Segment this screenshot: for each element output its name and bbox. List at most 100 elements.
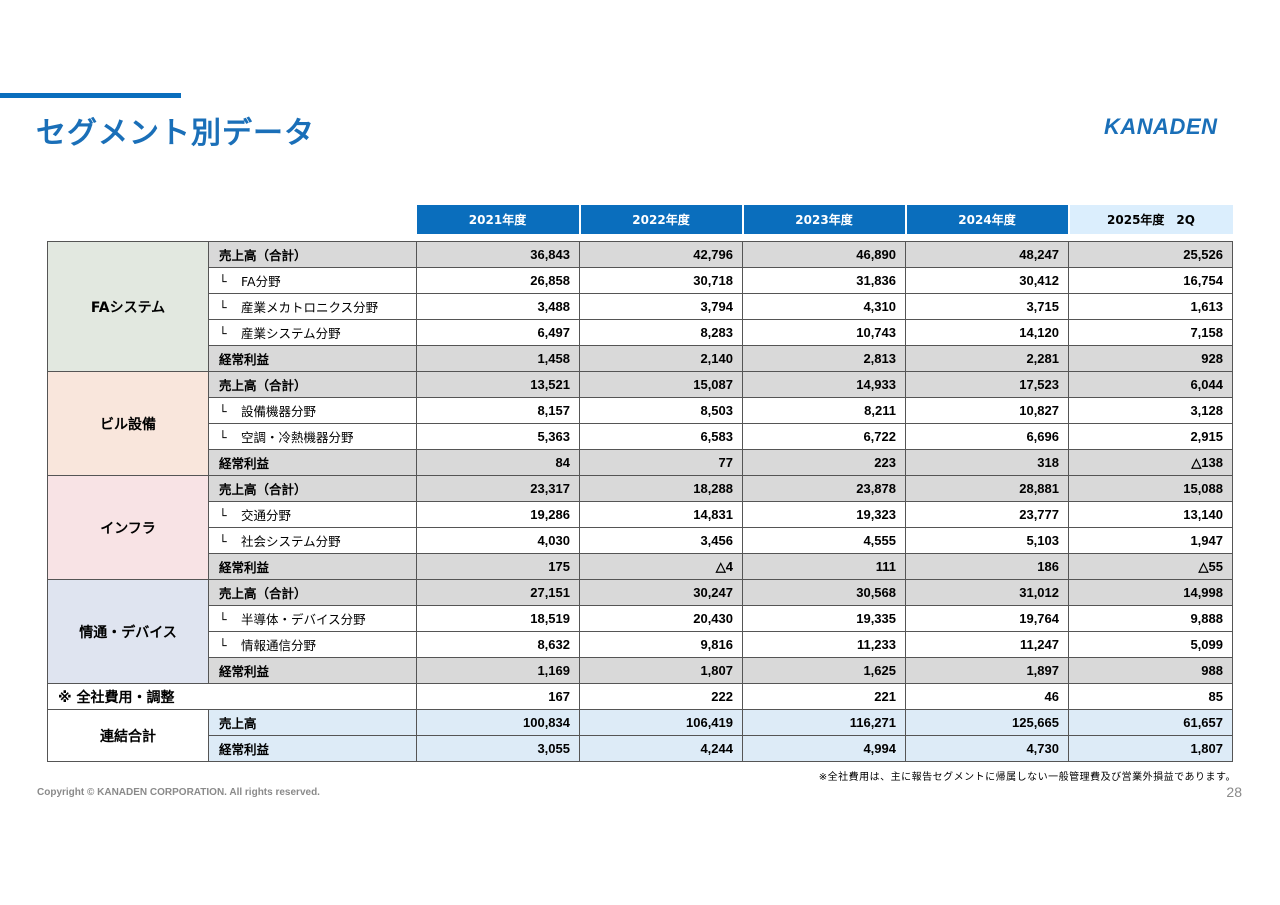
row-label-text: 社会システム分野 xyxy=(241,534,341,549)
sub-item-mark: └ xyxy=(219,430,227,445)
value-cell: 5,103 xyxy=(905,527,1069,554)
table-row: └ 産業メカトロニクス分野 3,488 3,794 4,310 3,715 1,613 xyxy=(48,293,1233,320)
value-cell: 2,281 xyxy=(905,345,1069,372)
value-cell: 23,317 xyxy=(416,475,580,502)
value-cell: 5,363 xyxy=(416,423,580,450)
adjustment-label: ※ 全社費用・調整 xyxy=(47,683,417,710)
value-cell: 4,030 xyxy=(416,527,580,554)
row-label: 経常利益 xyxy=(208,735,417,762)
row-label-text: 経常利益 xyxy=(219,352,270,367)
row-label: └ 情報通信分野 xyxy=(208,631,417,658)
value-cell: 19,323 xyxy=(742,501,906,528)
value-cell: 13,140 xyxy=(1068,501,1233,528)
row-label-text: 売上高（合計） xyxy=(219,586,307,601)
value-cell: 111 xyxy=(742,553,906,580)
kanaden-logo: KANADEN xyxy=(1104,114,1218,139)
value-cell: 10,827 xyxy=(905,397,1069,424)
value-cell: 2,140 xyxy=(579,345,743,372)
row-label: 売上高（合計） xyxy=(208,371,417,398)
table-row: 情通・デバイス 売上高（合計） 27,151 30,247 30,568 31,012 14… xyxy=(47,579,1233,684)
value-cell: 928 xyxy=(1068,345,1233,372)
value-cell: 6,583 xyxy=(579,423,743,450)
value-cell: 10,743 xyxy=(742,319,906,346)
row-label: 売上高（合計） xyxy=(208,475,417,502)
value-cell: 1,807 xyxy=(1068,735,1233,762)
sub-item-mark: └ xyxy=(219,274,227,289)
value-cell: 125,665 xyxy=(905,709,1069,736)
value-cell: 16,754 xyxy=(1068,267,1233,294)
row-label-text: 設備機器分野 xyxy=(241,404,317,419)
row-label: 売上高（合計） xyxy=(208,579,417,606)
value-cell: 8,632 xyxy=(416,631,580,658)
row-label-text: 経常利益 xyxy=(219,664,270,679)
value-cell: 221 xyxy=(742,683,906,710)
table-row: └ 設備機器分野 8,157 8,503 8,211 10,827 3,128 xyxy=(48,397,1233,424)
value-cell: 186 xyxy=(905,553,1069,580)
value-cell: 27,151 xyxy=(416,579,580,606)
value-cell: 6,044 xyxy=(1068,371,1233,398)
value-cell: 36,843 xyxy=(416,241,580,268)
value-cell: 1,947 xyxy=(1068,527,1233,554)
table-row: └ 産業システム分野 6,497 8,283 10,743 14,120 7,158 xyxy=(48,319,1233,346)
value-cell: 175 xyxy=(416,553,580,580)
value-cell: 1,625 xyxy=(742,657,906,684)
value-cell: 318 xyxy=(905,449,1069,476)
value-cell: 19,764 xyxy=(905,605,1069,632)
consolidated-name: 連結合計 xyxy=(47,709,209,762)
value-cell: 19,286 xyxy=(416,501,580,528)
table-row: └ FA分野 26,858 30,718 31,836 30,412 16,754 xyxy=(48,267,1233,294)
segment-name: インフラ xyxy=(47,475,209,580)
row-label: 経常利益 xyxy=(208,345,417,372)
value-cell: 223 xyxy=(742,449,906,476)
row-label: └ FA分野 xyxy=(208,267,417,294)
table-row: ビル設備 売上高（合計） 13,521 15,087 14,933 17,523 6,044 xyxy=(47,371,1233,476)
value-cell: 2,915 xyxy=(1068,423,1233,450)
row-label: └ 設備機器分野 xyxy=(208,397,417,424)
row-label-text: 情報通信分野 xyxy=(241,638,317,653)
value-cell: 8,503 xyxy=(579,397,743,424)
row-label-text: 交通分野 xyxy=(241,508,292,523)
row-label: 経常利益 xyxy=(208,553,417,580)
segment-data-table: 2021年度 2022年度 2023年度 2024年度 2025年度 2Q FAシステム売… xyxy=(47,205,1233,762)
row-label: └ 産業メカトロニクス分野 xyxy=(208,293,417,320)
table-row: 経常利益 1,458 2,140 2,813 2,281 928 xyxy=(48,345,1233,372)
value-cell: 1,807 xyxy=(579,657,743,684)
row-label: 経常利益 xyxy=(208,657,417,684)
value-cell: △138 xyxy=(1068,449,1233,476)
row-label-text: 売上高（合計） xyxy=(219,482,307,497)
table-row: 経常利益 1,169 1,807 1,625 1,897 988 xyxy=(48,657,1233,684)
column-header: 2025年度 2Q xyxy=(1068,205,1233,234)
value-cell: 8,211 xyxy=(742,397,906,424)
sub-item-mark: └ xyxy=(219,326,227,341)
value-cell: 77 xyxy=(579,449,743,476)
value-cell: 222 xyxy=(579,683,743,710)
row-label: └ 社会システム分野 xyxy=(208,527,417,554)
column-header: 2024年度 xyxy=(905,205,1070,234)
value-cell: 61,657 xyxy=(1068,709,1233,736)
value-cell: 19,335 xyxy=(742,605,906,632)
row-label: └ 産業システム分野 xyxy=(208,319,417,346)
column-header: 2022年度 xyxy=(579,205,744,234)
value-cell: 167 xyxy=(416,683,580,710)
value-cell: 14,933 xyxy=(742,371,906,398)
table-row: 経常利益 84 77 223 318 △138 xyxy=(48,449,1233,476)
segment-name: FAシステム xyxy=(47,241,209,372)
row-label: └ 空調・冷熱機器分野 xyxy=(208,423,417,450)
page-number: 28 xyxy=(1226,784,1242,800)
row-label-text: 産業システム分野 xyxy=(241,326,341,341)
value-cell: 988 xyxy=(1068,657,1233,684)
value-cell: 9,888 xyxy=(1068,605,1233,632)
value-cell: △55 xyxy=(1068,553,1233,580)
value-cell: 15,088 xyxy=(1068,475,1233,502)
row-label-text: 売上高（合計） xyxy=(219,378,307,393)
value-cell: 8,283 xyxy=(579,319,743,346)
sub-item-mark: └ xyxy=(219,300,227,315)
value-cell: 8,157 xyxy=(416,397,580,424)
row-label-text: 空調・冷熱機器分野 xyxy=(241,430,354,445)
page-title: セグメント別データ xyxy=(36,116,315,151)
sub-item-mark: └ xyxy=(219,534,227,549)
row-label-text: 半導体・デバイス分野 xyxy=(241,612,366,627)
row-label: 売上高 xyxy=(208,709,417,736)
value-cell: 23,878 xyxy=(742,475,906,502)
value-cell: 46,890 xyxy=(742,241,906,268)
